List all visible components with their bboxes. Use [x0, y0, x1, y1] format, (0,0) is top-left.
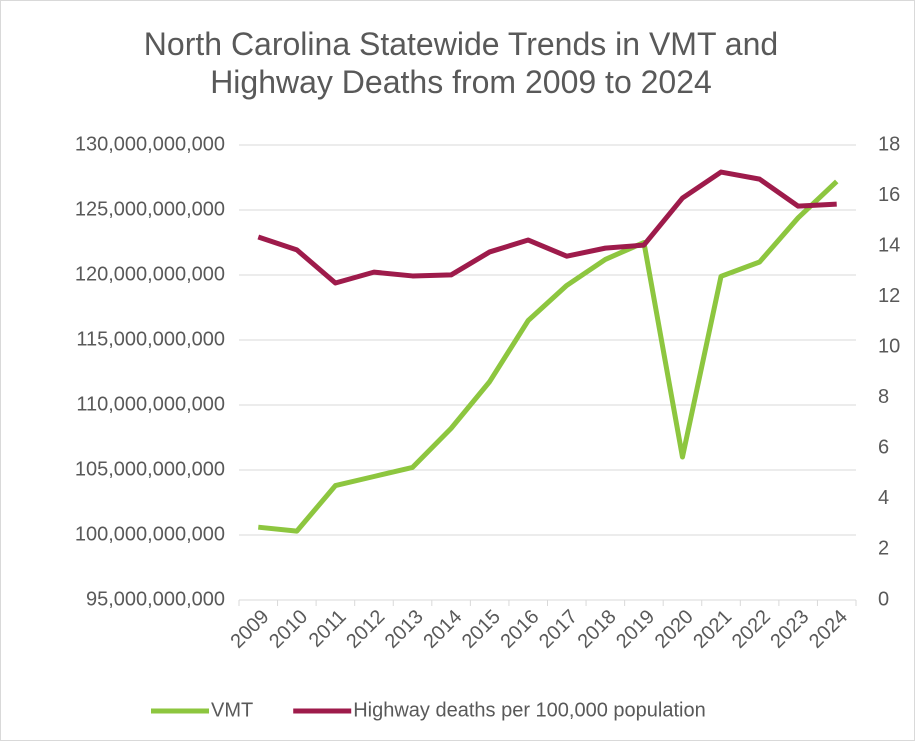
x-tick-label: 2013	[381, 606, 428, 653]
x-tick-label: 2010	[265, 606, 312, 653]
legend-label: Highway deaths per 100,000 population	[353, 699, 705, 721]
y2-tick-label: 8	[878, 386, 889, 408]
y2-tick-label: 4	[878, 487, 889, 509]
y-tick-label: 110,000,000,000	[76, 393, 225, 415]
y2-tick-label: 14	[878, 234, 900, 256]
x-tick-label: 2019	[612, 606, 659, 653]
x-tick-label: 2022	[728, 606, 775, 653]
x-tick-label: 2009	[227, 606, 274, 653]
x-tick-label: 2024	[805, 606, 852, 653]
y-tick-label: 130,000,000,000	[75, 133, 225, 155]
data-line	[257, 169, 837, 286]
x-tick-label: 2011	[305, 606, 351, 652]
y-tick-label: 100,000,000,000	[75, 523, 225, 545]
y2-tick-label: 2	[878, 538, 889, 560]
data-line	[258, 179, 839, 534]
y2-tick-label: 12	[878, 285, 900, 307]
y2-tick-label: 0	[878, 588, 889, 610]
y2-tick-label: 10	[878, 336, 900, 358]
y-tick-label: 125,000,000,000	[75, 198, 225, 220]
y2-tick-label: 18	[878, 133, 900, 155]
y-tick-label: 120,000,000,000	[75, 263, 225, 285]
x-tick-label: 2018	[574, 606, 621, 653]
x-tick-label: 2015	[458, 606, 505, 653]
y-tick-label: 105,000,000,000	[75, 458, 225, 480]
x-tick-label: 2012	[342, 606, 389, 653]
legend-label: VMT	[211, 699, 253, 721]
y-tick-label: 95,000,000,000	[86, 588, 225, 610]
x-tick-label: 2021	[689, 606, 736, 653]
x-tick-label: 2020	[651, 606, 698, 653]
x-tick-label: 2017	[535, 606, 582, 653]
y-tick-label: 115,000,000,000	[76, 328, 225, 350]
x-tick-label: 2016	[496, 606, 543, 653]
x-tick-label: 2014	[419, 606, 466, 653]
x-tick-label: 2023	[766, 606, 813, 653]
chart-title: North Carolina Statewide Trends in VMT a…	[143, 26, 779, 100]
y2-tick-label: 6	[878, 437, 889, 459]
y2-tick-label: 16	[878, 184, 900, 206]
